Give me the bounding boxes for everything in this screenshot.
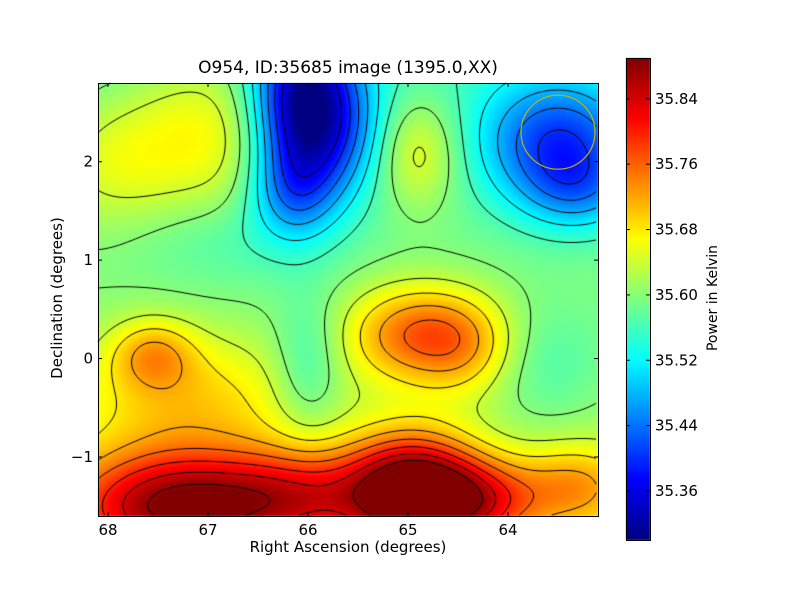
beam-circle [520, 94, 596, 170]
chart-title: O954, ID:35685 image (1395.0,XX) [198, 58, 498, 78]
axes-frame [98, 83, 599, 517]
x-tick-label: 65 [398, 521, 417, 539]
colorbar-tick-label: 35.60 [655, 286, 698, 304]
x-tick-label: 68 [98, 521, 117, 539]
colorbar-ticks: 35.36 35.44 35.52 35.60 35.68 35.76 35.84 [626, 90, 698, 500]
colorbar-tick-label: 35.68 [655, 221, 698, 239]
x-tick-label: 64 [498, 521, 517, 539]
colorbar-tick-label: 35.76 [655, 155, 698, 173]
y-axis-ticks: −1 0 1 2 [71, 153, 598, 466]
y-tick-label: −1 [71, 448, 93, 466]
x-tick-label: 67 [198, 521, 217, 539]
colorbar-tick-label: 35.84 [655, 90, 698, 108]
colorbar-tick-label: 35.36 [655, 482, 698, 500]
colorbar-frame [626, 58, 651, 541]
beam-circle-shape [520, 94, 596, 170]
colorbar-tick-label: 35.52 [655, 351, 698, 369]
y-tick-label: 2 [83, 153, 93, 171]
y-tick-label: 1 [83, 251, 93, 269]
y-axis-label: Declination (degrees) [48, 217, 66, 379]
x-axis-ticks: 68 67 66 65 64 [98, 83, 518, 539]
y-tick-label: 0 [83, 350, 93, 368]
x-tick-label: 66 [298, 521, 317, 539]
x-axis-label: Right Ascension (degrees) [249, 538, 447, 556]
colorbar-border [626, 58, 651, 541]
colorbar-tick-label: 35.44 [655, 417, 698, 435]
colorbar-label: Power in Kelvin [705, 244, 721, 352]
plot-border [98, 83, 599, 517]
